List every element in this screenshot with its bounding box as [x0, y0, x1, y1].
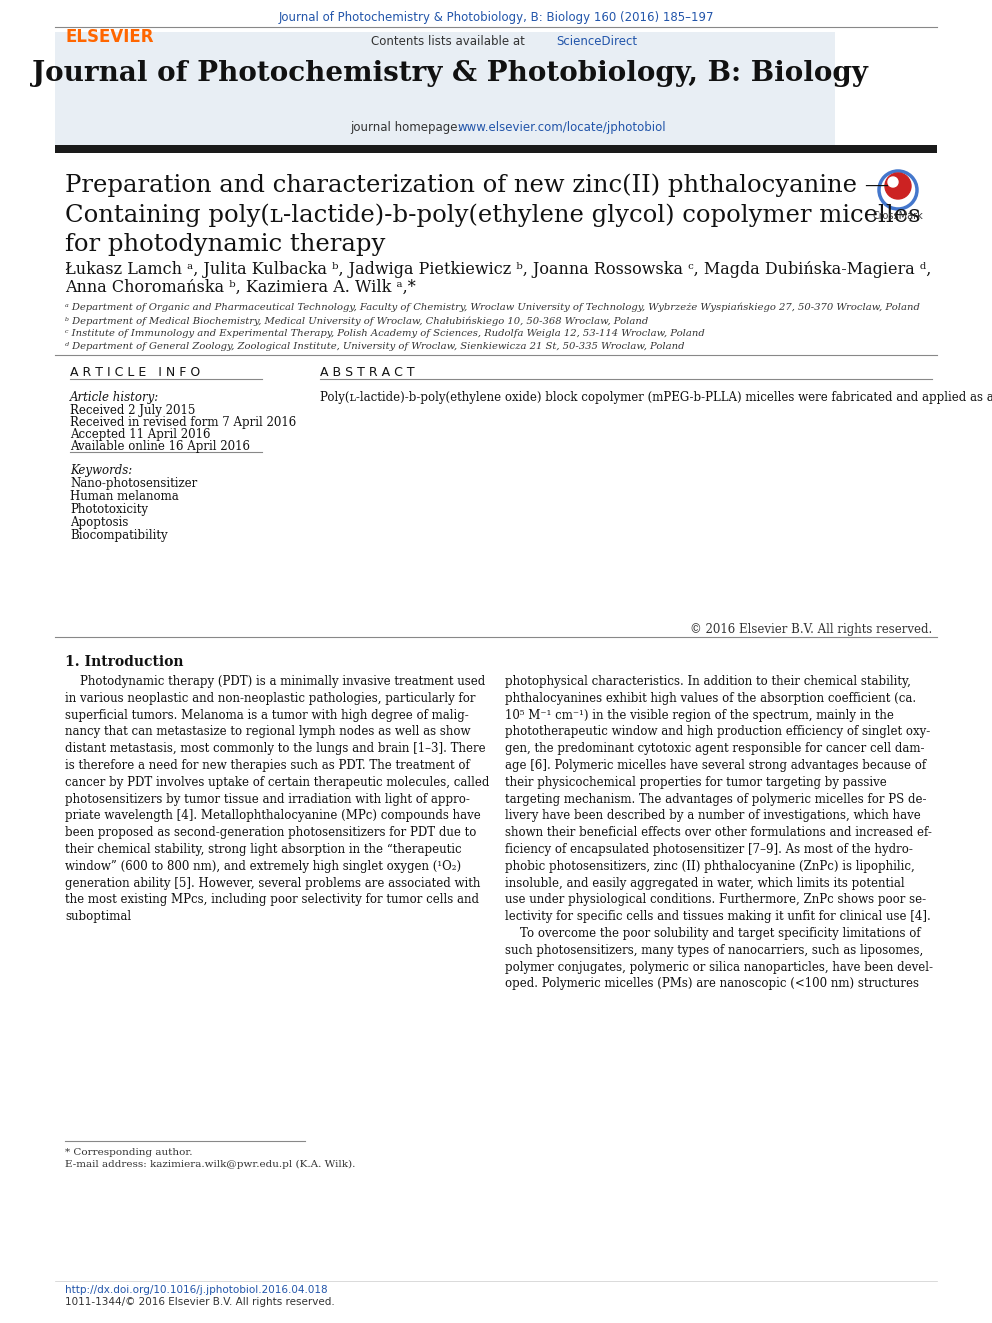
Text: ᶜ Institute of Immunology and Experimental Therapy, Polish Academy of Sciences, : ᶜ Institute of Immunology and Experiment… — [65, 329, 704, 337]
Text: ᵇ Department of Medical Biochemistry, Medical University of Wroclaw, Chałubiński: ᵇ Department of Medical Biochemistry, Me… — [65, 316, 648, 325]
Text: ELSEVIER: ELSEVIER — [65, 28, 154, 46]
Bar — [55, 146, 937, 153]
Text: * Corresponding author.: * Corresponding author. — [65, 1148, 192, 1158]
Text: Available online 16 April 2016: Available online 16 April 2016 — [70, 441, 250, 452]
Text: Received in revised form 7 April 2016: Received in revised form 7 April 2016 — [70, 415, 297, 429]
Text: A R T I C L E   I N F O: A R T I C L E I N F O — [70, 366, 200, 378]
Text: 1011-1344/© 2016 Elsevier B.V. All rights reserved.: 1011-1344/© 2016 Elsevier B.V. All right… — [65, 1297, 334, 1307]
Text: Photodynamic therapy (PDT) is a minimally invasive treatment used
in various neo: Photodynamic therapy (PDT) is a minimall… — [65, 675, 489, 923]
Text: photophysical characteristics. In addition to their chemical stability,
phthaloc: photophysical characteristics. In additi… — [505, 675, 933, 991]
Text: Received 2 July 2015: Received 2 July 2015 — [70, 404, 195, 417]
Text: Nano-photosensitizer: Nano-photosensitizer — [70, 478, 197, 490]
FancyBboxPatch shape — [55, 32, 835, 146]
Text: © 2016 Elsevier B.V. All rights reserved.: © 2016 Elsevier B.V. All rights reserved… — [689, 623, 932, 636]
Text: Accepted 11 April 2016: Accepted 11 April 2016 — [70, 429, 210, 441]
Text: CrossMark: CrossMark — [873, 210, 924, 221]
Text: Containing poly(ʟ-lactide)-b-poly(ethylene glycol) copolymer micelles: Containing poly(ʟ-lactide)-b-poly(ethyle… — [65, 202, 921, 226]
Text: www.elsevier.com/locate/jphotobiol: www.elsevier.com/locate/jphotobiol — [457, 120, 666, 134]
Text: Phototoxicity: Phototoxicity — [70, 503, 148, 516]
Text: Journal of Photochemistry & Photobiology, B: Biology 160 (2016) 185–197: Journal of Photochemistry & Photobiology… — [278, 11, 714, 24]
Circle shape — [885, 173, 911, 198]
Text: for photodynamic therapy: for photodynamic therapy — [65, 233, 385, 255]
Text: http://dx.doi.org/10.1016/j.jphotobiol.2016.04.018: http://dx.doi.org/10.1016/j.jphotobiol.2… — [65, 1285, 327, 1295]
Text: E-mail address: kazimiera.wilk@pwr.edu.pl (K.A. Wilk).: E-mail address: kazimiera.wilk@pwr.edu.p… — [65, 1160, 355, 1170]
Text: Human melanoma: Human melanoma — [70, 490, 179, 503]
Text: Apoptosis: Apoptosis — [70, 516, 128, 529]
Text: Article history:: Article history: — [70, 392, 160, 404]
Text: ScienceDirect: ScienceDirect — [556, 34, 637, 48]
Text: Journal of Photochemistry & Photobiology, B: Biology: Journal of Photochemistry & Photobiology… — [32, 60, 868, 87]
Text: Preparation and characterization of new zinc(II) phthalocyanine —: Preparation and characterization of new … — [65, 173, 889, 197]
Text: Contents lists available at: Contents lists available at — [371, 34, 529, 48]
Text: 1. Introduction: 1. Introduction — [65, 655, 184, 669]
Text: ᵈ Department of General Zoology, Zoological Institute, University of Wroclaw, Si: ᵈ Department of General Zoology, Zoologi… — [65, 343, 684, 351]
Text: A B S T R A C T: A B S T R A C T — [320, 366, 415, 378]
Text: Biocompatibility: Biocompatibility — [70, 529, 168, 542]
Text: Keywords:: Keywords: — [70, 464, 132, 478]
Text: journal homepage:: journal homepage: — [350, 120, 465, 134]
Text: Poly(ʟ-lactide)-b-poly(ethylene oxide) block copolymer (mPEG-b-PLLA) micelles we: Poly(ʟ-lactide)-b-poly(ethylene oxide) b… — [320, 392, 992, 404]
Text: Łukasz Lamch ᵃ, Julita Kulbacka ᵇ, Jadwiga Pietkiewicz ᵇ, Joanna Rossowska ᶜ, Ma: Łukasz Lamch ᵃ, Julita Kulbacka ᵇ, Jadwi… — [65, 261, 931, 278]
Text: ᵃ Department of Organic and Pharmaceutical Technology, Faculty of Chemistry, Wro: ᵃ Department of Organic and Pharmaceutic… — [65, 303, 920, 312]
Text: Anna Choromańska ᵇ, Kazimiera A. Wilk ᵃ,*: Anna Choromańska ᵇ, Kazimiera A. Wilk ᵃ,… — [65, 279, 416, 296]
Circle shape — [888, 177, 898, 187]
